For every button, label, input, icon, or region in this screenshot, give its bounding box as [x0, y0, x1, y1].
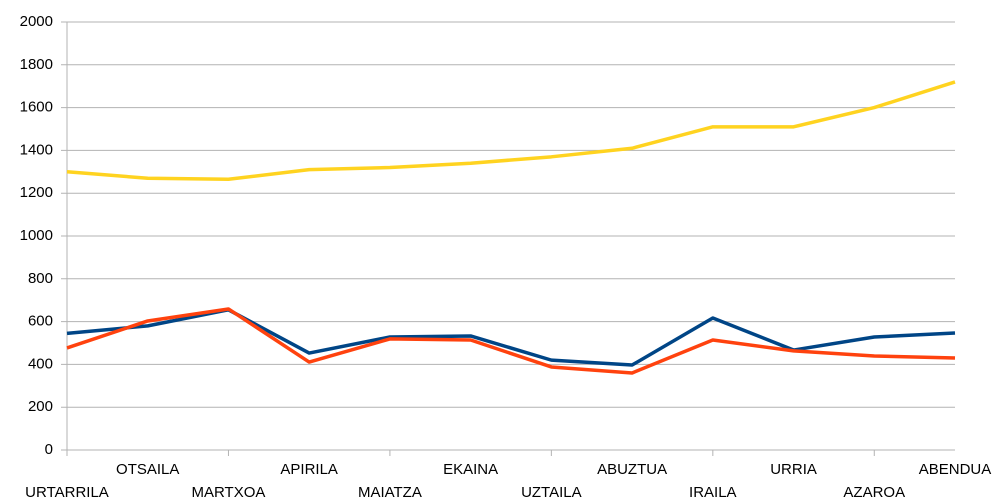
y-tick-label: 2000 [20, 13, 53, 30]
y-tick-label: 0 [45, 441, 53, 458]
y-tick-label: 1000 [20, 227, 53, 244]
x-tick-label: OTSAILA [116, 461, 179, 478]
y-tick-label: 1400 [20, 141, 53, 158]
y-tick-label: 400 [28, 355, 53, 372]
x-tick-label: URRIA [770, 461, 817, 478]
x-tick-label: ABENDUA [919, 461, 992, 478]
x-tick-label: EKAINA [443, 461, 498, 478]
y-tick-label: 1200 [20, 184, 53, 201]
series-line [66, 307, 956, 375]
x-tick-label: AZAROA [843, 484, 905, 501]
x-tick-label: MARTXOA [192, 484, 266, 501]
x-tick-label: IRAILA [689, 484, 737, 501]
x-tick-label: ABUZTUA [597, 461, 667, 478]
y-tick-label: 1800 [20, 56, 53, 73]
x-tick-label: MAIATZA [358, 484, 422, 501]
y-tick-label: 800 [28, 270, 53, 287]
x-tick-label: UZTAILA [521, 484, 582, 501]
series-line [66, 80, 956, 182]
y-tick-label: 200 [28, 398, 53, 415]
x-tick-label: URTARRILA [25, 484, 109, 501]
y-tick-label: 1600 [20, 99, 53, 116]
y-tick-label: 600 [28, 313, 53, 330]
x-tick-label: APIRILA [280, 461, 338, 478]
series-line [66, 308, 956, 367]
